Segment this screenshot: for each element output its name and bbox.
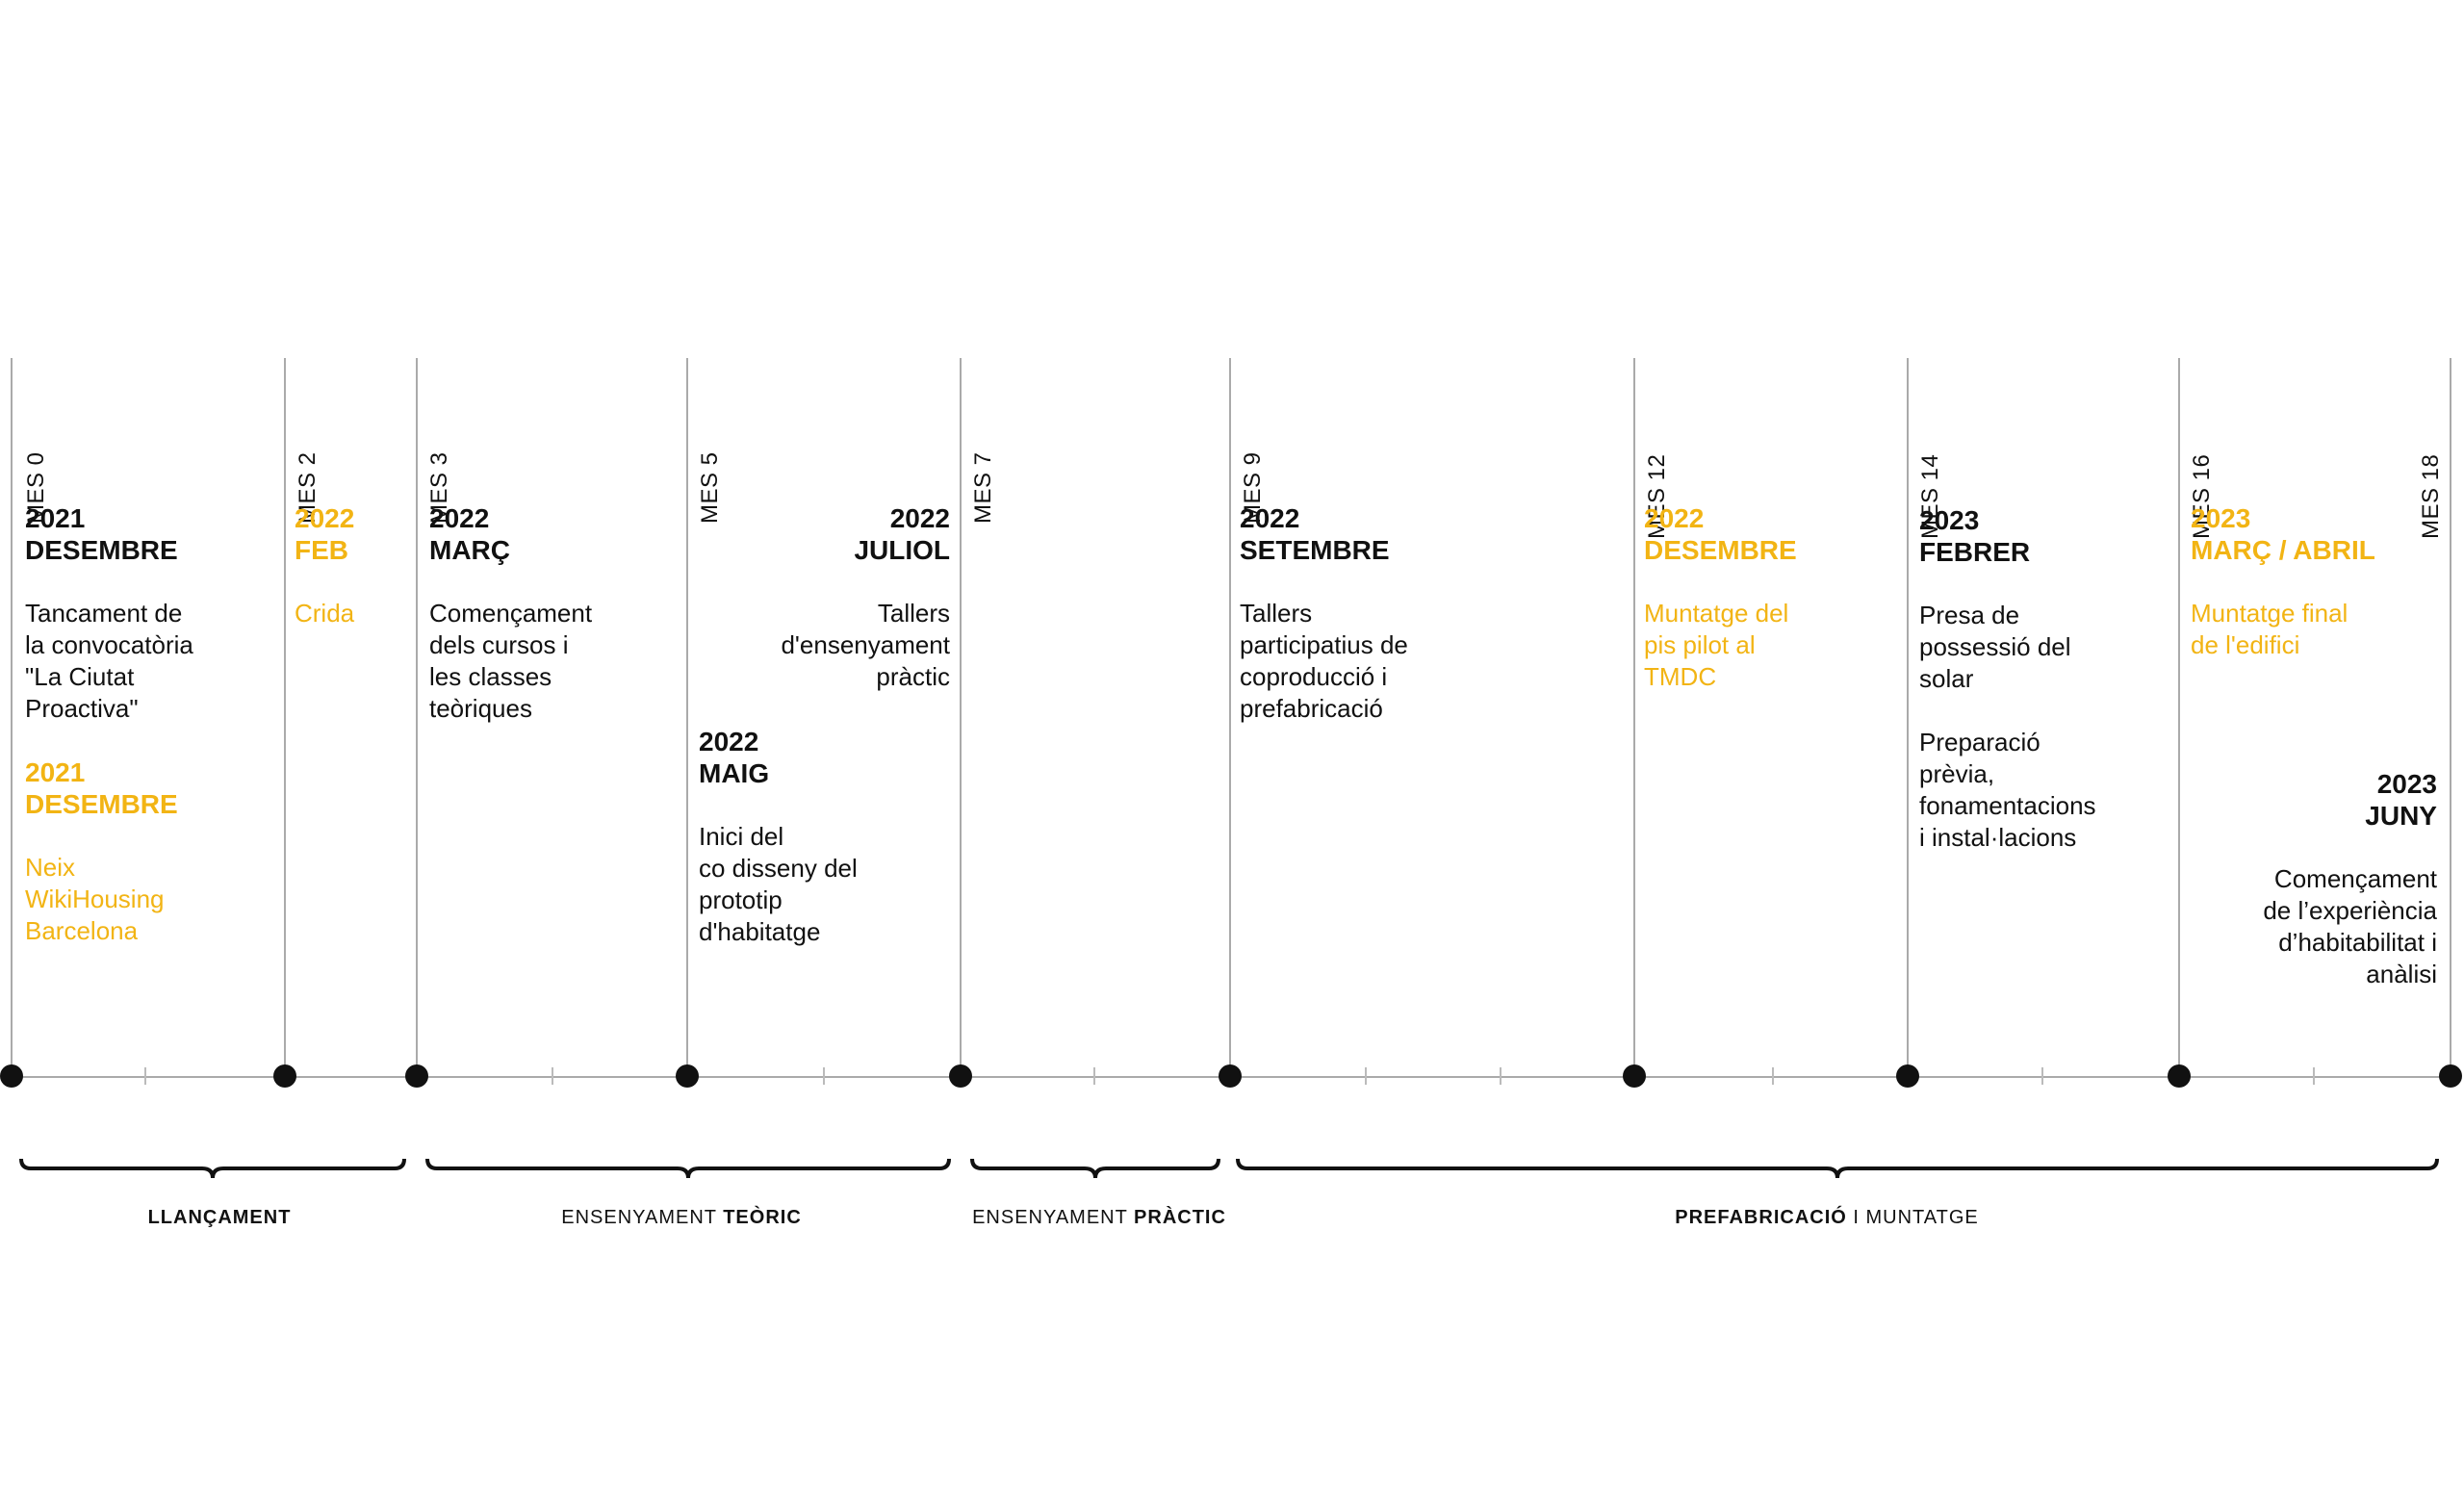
event-month: DESEMBRE — [1644, 535, 1797, 565]
event-year: 2022 — [1644, 503, 1705, 533]
event-2022-feb: 2022 FEB Crida — [295, 502, 410, 629]
event-2022-marc: 2022 MARÇ Començament dels cursos i les … — [429, 502, 680, 725]
month-line — [1229, 358, 1231, 1078]
milestone-dot — [1219, 1064, 1242, 1088]
event-2021-desembre-neix: 2021 DESEMBRE Neix WikiHousing Barcelona — [25, 756, 275, 947]
event-month: MARÇ — [429, 535, 510, 565]
phase-bracket-practic — [970, 1155, 1220, 1184]
month-line — [686, 358, 688, 1078]
event-description: Muntatge del pis pilot al TMDC — [1644, 599, 1789, 691]
phase-label-llancament: LLANÇAMENT — [147, 1207, 292, 1228]
event-description: Inici del co disseny del prototip d'habi… — [699, 822, 858, 946]
event-month: MARÇ / ABRIL — [2191, 535, 2375, 565]
axis-tick — [144, 1067, 146, 1085]
event-year: 2022 — [699, 727, 759, 756]
event-description: Començament dels cursos i les classes te… — [429, 599, 593, 723]
event-year: 2022 — [429, 503, 490, 533]
milestone-dot — [2439, 1064, 2462, 1088]
phase-label-teoric: ENSENYAMENT TEÒRIC — [561, 1207, 802, 1228]
phase-label-prefabricacio: PREFABRICACIÓ I MUNTATGE — [1675, 1207, 1979, 1228]
event-year: 2021 — [25, 503, 86, 533]
month-line — [1633, 358, 1635, 1078]
milestone-dot — [273, 1064, 296, 1088]
axis-tick — [1093, 1067, 1095, 1085]
axis-tick — [1500, 1067, 1502, 1085]
month-line — [11, 358, 13, 1078]
event-2023-febrer: 2023 FEBRER Presa de possessió del solar… — [1919, 504, 2169, 854]
event-description: Neix WikiHousing Barcelona — [25, 853, 165, 945]
event-description: Tancament de la convocatòria "La Ciutat … — [25, 599, 193, 723]
milestone-dot — [405, 1064, 428, 1088]
axis-tick — [1772, 1067, 1774, 1085]
axis-tick — [2041, 1067, 2043, 1085]
milestone-dot — [949, 1064, 972, 1088]
event-year: 2023 — [2191, 503, 2251, 533]
event-month: JUNY — [2365, 801, 2437, 831]
event-year: 2023 — [1919, 505, 1980, 535]
event-description: Tallers d'ensenyament pràctic — [781, 599, 950, 691]
event-month: FEB — [295, 535, 348, 565]
phase-bracket-prefabricacio — [1236, 1155, 2439, 1184]
event-description: Muntatge final de l'edifici — [2191, 599, 2348, 659]
event-year: 2023 — [2376, 769, 2437, 799]
month-line — [284, 358, 286, 1078]
milestone-dot — [676, 1064, 699, 1088]
event-description: Tallers participatius de coproducció i p… — [1240, 599, 1408, 723]
axis-tick — [552, 1067, 553, 1085]
phase-bracket-llancament — [19, 1155, 406, 1184]
milestone-dot — [0, 1064, 23, 1088]
event-month: DESEMBRE — [25, 789, 178, 819]
axis-tick — [1365, 1067, 1367, 1085]
axis-tick — [2313, 1067, 2315, 1085]
milestone-dot — [1623, 1064, 1646, 1088]
event-year: 2021 — [25, 757, 86, 787]
event-year: 2022 — [1240, 503, 1300, 533]
milestone-dot — [1896, 1064, 1919, 1088]
event-2022-desembre: 2022 DESEMBRE Muntatge del pis pilot al … — [1644, 502, 1894, 693]
event-2022-juliol: 2022 JULIOL Tallers d'ensenyament pràcti… — [700, 502, 950, 693]
month-line — [2450, 358, 2451, 1078]
month-label: MES 7 — [970, 451, 996, 524]
event-description: Presa de possessió del solar Preparació … — [1919, 601, 2096, 852]
phase-label-practic: ENSENYAMENT PRÀCTIC — [972, 1207, 1226, 1228]
event-month: MAIG — [699, 758, 770, 788]
event-2023-marc-abril: 2023 MARÇ / ABRIL Muntatge final de l'ed… — [2191, 502, 2441, 661]
phase-bracket-teoric — [425, 1155, 951, 1184]
month-line — [416, 358, 418, 1078]
event-2022-maig: 2022 MAIG Inici del co disseny del proto… — [699, 726, 949, 948]
event-month: FEBRER — [1919, 537, 2031, 567]
event-2022-setembre: 2022 SETEMBRE Tallers participatius de c… — [1240, 502, 1490, 725]
milestone-dot — [2168, 1064, 2191, 1088]
event-description: Crida — [295, 599, 355, 628]
month-line — [1907, 358, 1909, 1078]
month-line — [960, 358, 962, 1078]
event-2023-juny: 2023 JUNY Començament de l’experiència d… — [2187, 768, 2437, 990]
event-year: 2022 — [889, 503, 950, 533]
event-month: JULIOL — [854, 535, 950, 565]
event-description: Començament de l’experiència d’habitabil… — [2263, 864, 2437, 988]
month-line — [2178, 358, 2180, 1078]
event-month: DESEMBRE — [25, 535, 178, 565]
axis-tick — [823, 1067, 825, 1085]
event-month: SETEMBRE — [1240, 535, 1390, 565]
event-2021-desembre-tancament: 2021 DESEMBRE Tancament de la convocatòr… — [25, 502, 275, 725]
event-year: 2022 — [295, 503, 355, 533]
